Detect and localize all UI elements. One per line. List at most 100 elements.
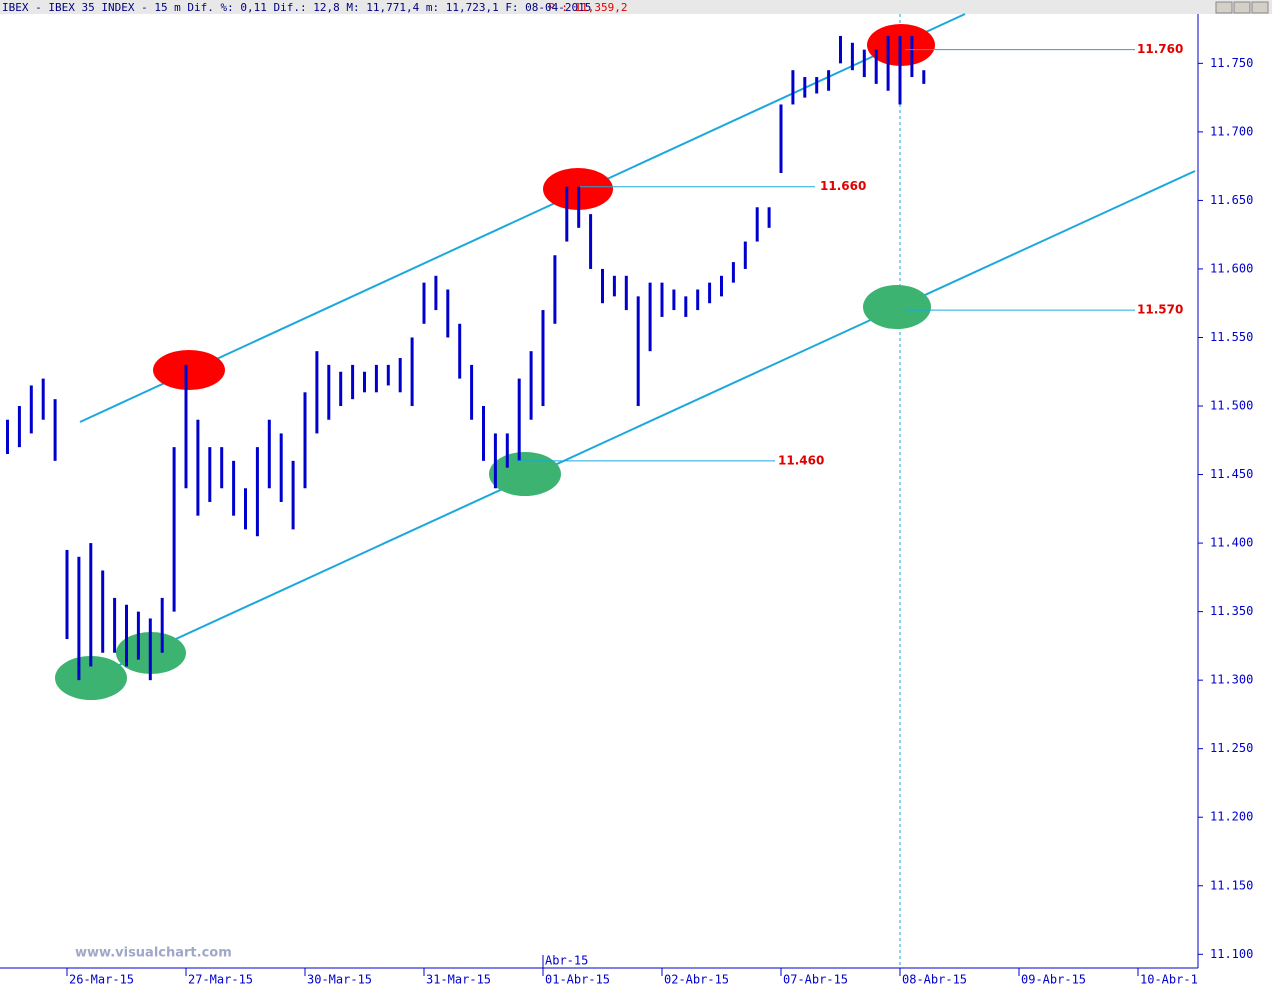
x-tick-label: 31-Mar-15	[426, 973, 491, 987]
price-bar	[363, 371, 366, 393]
price-bar	[172, 447, 176, 612]
price-bar	[922, 70, 926, 84]
price-bar	[731, 262, 735, 283]
maximize-button[interactable]	[1233, 1, 1251, 14]
price-bar	[910, 35, 914, 78]
price-bar	[446, 289, 450, 338]
price-bar	[410, 337, 414, 407]
support-marker	[863, 285, 931, 329]
x-tick-label: 26-Mar-15	[69, 973, 134, 987]
y-tick-label: 11.700	[1210, 124, 1253, 138]
x-tick-label: 09-Abr-15	[1021, 973, 1086, 987]
price-bar	[505, 433, 509, 468]
price-bar	[279, 433, 283, 502]
price-bar	[482, 406, 485, 461]
y-tick-label: 11.600	[1210, 261, 1253, 275]
price-bar	[220, 447, 224, 489]
close-button[interactable]	[1251, 1, 1269, 14]
price-bar	[17, 406, 21, 448]
minimize-button[interactable]	[1215, 1, 1233, 14]
price-bar	[696, 289, 700, 311]
price-bar	[779, 104, 783, 173]
price-bar	[339, 371, 343, 407]
price-bar	[517, 378, 521, 461]
price-bar	[565, 186, 569, 242]
y-tick-label: 11.350	[1210, 604, 1253, 618]
window-buttons[interactable]	[1215, 1, 1269, 14]
lower-trendline	[79, 170, 1196, 684]
price-bar	[148, 618, 152, 681]
price-bar	[374, 364, 378, 393]
price-bar	[601, 268, 604, 304]
price-bar	[136, 611, 140, 660]
price-bar	[767, 207, 771, 228]
y-tick-label: 11.200	[1210, 810, 1253, 824]
support-marker	[55, 656, 127, 700]
price-bar	[898, 35, 902, 105]
x-tick-label: 08-Abr-15	[902, 973, 967, 987]
price-bar	[327, 364, 331, 420]
price-bar	[743, 241, 747, 269]
price-bar	[386, 364, 390, 386]
resistance-marker	[153, 350, 225, 390]
y-tick-label: 11.250	[1210, 741, 1253, 755]
level-label: 11.660	[820, 179, 866, 193]
price-bar	[648, 282, 652, 352]
x-tick-label: 07-Abr-15	[783, 973, 848, 987]
level-label: 11.570	[1137, 303, 1183, 317]
price-bar	[470, 364, 474, 420]
price-bar	[434, 275, 438, 311]
price-bar	[541, 310, 545, 407]
price-bar	[125, 604, 128, 667]
price-bar	[291, 460, 295, 530]
price-bar	[41, 378, 45, 420]
x-tick-label: 02-Abr-15	[664, 973, 729, 987]
x-tick-label: 30-Mar-15	[307, 973, 372, 987]
x-tick-label: 01-Abr-15	[545, 973, 610, 987]
price-bar	[755, 207, 759, 242]
price-bar	[589, 214, 593, 269]
price-bar	[351, 364, 355, 400]
price-bar	[850, 42, 854, 71]
price-bar	[815, 77, 819, 94]
price-bar	[827, 70, 831, 91]
price-bar	[160, 597, 164, 653]
price-bar	[684, 296, 688, 317]
price-bar	[29, 385, 33, 434]
y-tick-label: 11.300	[1210, 673, 1253, 687]
price-bar	[624, 275, 628, 311]
price-bar	[184, 364, 188, 489]
price-bar	[839, 35, 842, 64]
price-bar	[862, 49, 866, 78]
price-bar	[553, 255, 557, 324]
price-bar	[422, 282, 426, 324]
y-tick-label: 11.750	[1210, 56, 1253, 70]
header-bar	[0, 0, 1272, 14]
x-tick-label: 10-Abr-1	[1140, 973, 1198, 987]
price-bar	[493, 433, 497, 489]
price-bar	[672, 289, 676, 311]
support-marker	[489, 452, 561, 496]
watermark: www.visualchart.com	[75, 946, 232, 961]
y-tick-label: 11.100	[1210, 947, 1253, 961]
chart-subtitle: P : 11,359,2	[548, 1, 627, 14]
price-bar	[113, 597, 117, 653]
price-bar	[886, 35, 890, 91]
level-label: 11.760	[1137, 42, 1183, 56]
price-bar	[89, 543, 93, 667]
price-bar	[612, 275, 616, 297]
level-label: 11.460	[778, 453, 824, 467]
x-tick-label: 27-Mar-15	[188, 973, 253, 987]
price-bar	[232, 460, 236, 516]
price-bar	[267, 419, 271, 489]
price-bar	[315, 351, 319, 434]
price-bar	[303, 392, 307, 489]
price-bar	[803, 77, 807, 98]
price-bar	[244, 488, 247, 530]
price-bar	[577, 186, 581, 228]
y-tick-label: 11.500	[1210, 399, 1253, 413]
y-tick-label: 11.550	[1210, 330, 1253, 344]
price-bar	[720, 275, 723, 297]
